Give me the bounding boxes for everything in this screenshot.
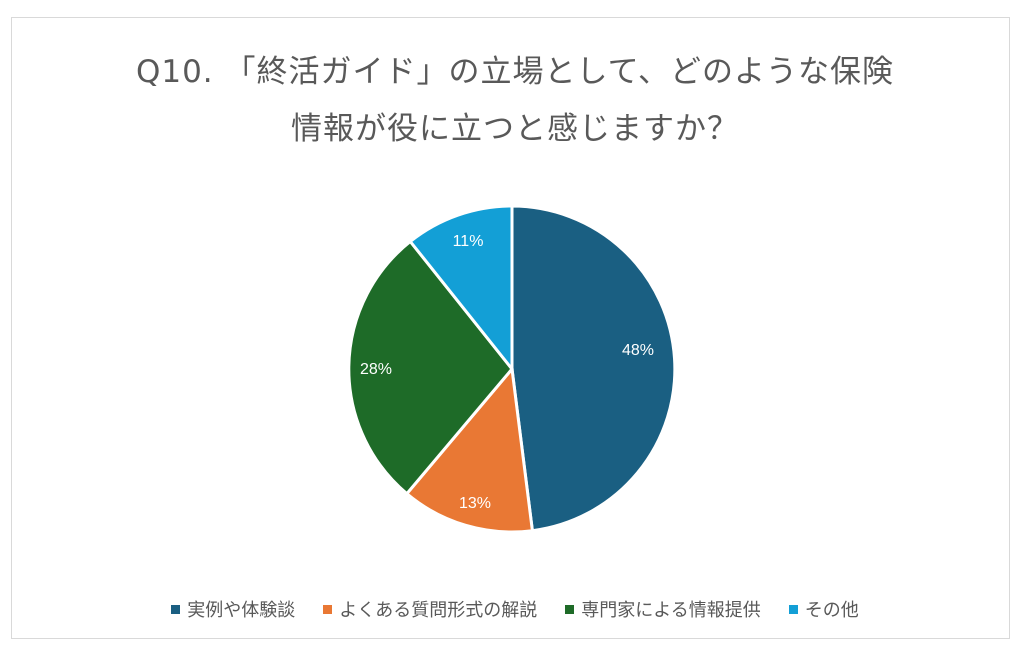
legend-swatch [788, 604, 798, 614]
data-label-jitsurei: 48% [622, 342, 654, 359]
chart-legend: 実例や体験談 よくある質問形式の解説 専門家による情報提供 その他 [0, 596, 1030, 622]
legend-swatch [323, 604, 333, 614]
legend-item-expert[interactable]: 専門家による情報提供 [565, 596, 761, 622]
legend-item-faq[interactable]: よくある質問形式の解説 [323, 596, 537, 622]
data-label-other: 11% [453, 233, 484, 250]
data-label-faq: 13% [459, 495, 491, 512]
pie-slice-other[interactable] [408, 204, 514, 374]
chart-title-line-2: 情報が役に立つと感じますか？ [291, 111, 739, 147]
pie-slice-jitsurei[interactable] [510, 204, 677, 533]
legend-label: よくある質問形式の解説 [339, 600, 538, 621]
legend-label: 専門家による情報提供 [581, 600, 761, 621]
legend-label: その他 [804, 600, 859, 621]
legend-swatch [565, 604, 575, 614]
pie-slice-faq[interactable] [404, 365, 535, 534]
legend-label: 実例や体験談 [187, 600, 296, 621]
legend-item-other[interactable]: その他 [788, 596, 859, 622]
chart-title-line-1: Q10. 「終活ガイド」の立場として、どのような保険 [135, 54, 895, 90]
pie-slice-expert[interactable] [347, 239, 514, 496]
data-label-expert: 28% [360, 361, 392, 378]
legend-swatch [171, 604, 181, 614]
pie-chart: 48% 13% 28% 11% [347, 204, 677, 534]
legend-item-jitsurei[interactable]: 実例や体験談 [171, 596, 295, 622]
